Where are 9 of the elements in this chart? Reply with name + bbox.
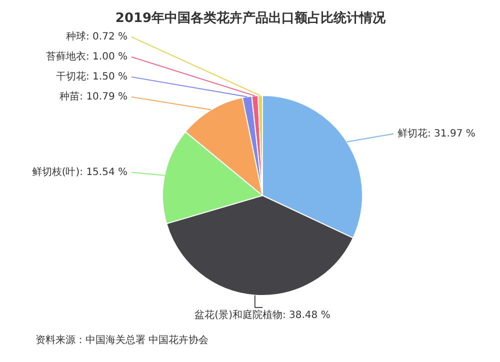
slice-label: 种苗: 10.79 % bbox=[60, 90, 128, 102]
slice-label: 盆花(景)和庭院植物: 38.48 % bbox=[194, 309, 330, 321]
text: 资料来源：中国海关总署 中国花卉协会 bbox=[36, 334, 209, 346]
chart-title: 2019年中国各类花卉产品出口额占比统计情况 bbox=[115, 10, 387, 26]
slice-label: 鲜切枝(叶): 15.54 % bbox=[32, 166, 128, 178]
slice-label: 干切花: 1.50 % bbox=[56, 70, 128, 82]
slice-label: 鲜切花: 31.97 % bbox=[398, 127, 476, 140]
slice-label: 苔藓地衣: 1.00 % bbox=[46, 50, 128, 62]
slice-label: 种球: 0.72 % bbox=[66, 30, 128, 42]
